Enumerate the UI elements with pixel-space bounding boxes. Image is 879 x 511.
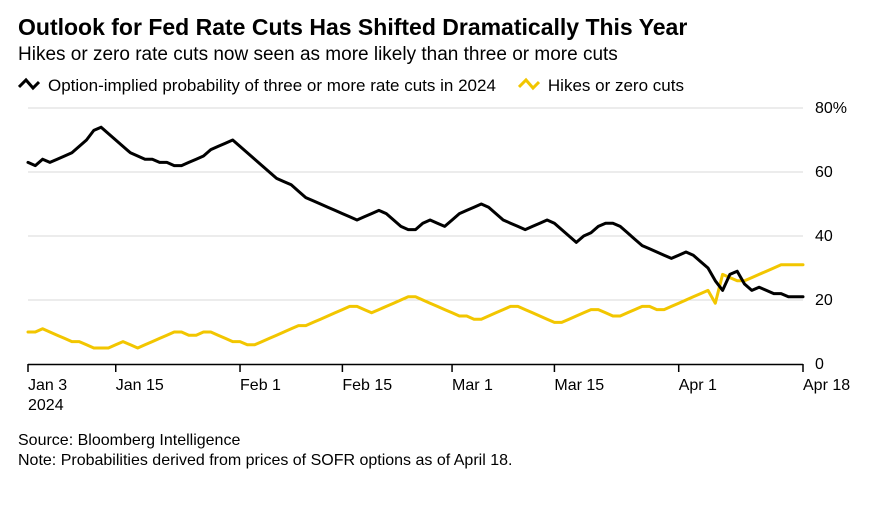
- svg-text:Jan 15: Jan 15: [116, 377, 164, 394]
- svg-text:Apr 18: Apr 18: [803, 377, 850, 394]
- svg-text:60: 60: [815, 164, 833, 181]
- svg-text:40: 40: [815, 228, 833, 245]
- svg-text:Apr 1: Apr 1: [679, 377, 717, 394]
- svg-text:Mar 1: Mar 1: [452, 377, 493, 394]
- svg-text:0: 0: [815, 356, 824, 373]
- legend-swatch-b: [518, 76, 540, 96]
- svg-text:2024: 2024: [28, 397, 64, 414]
- legend: Option-implied probability of three or m…: [18, 76, 861, 96]
- note-text: Note: Probabilities derived from prices …: [18, 452, 861, 470]
- chart-subtitle: Hikes or zero rate cuts now seen as more…: [18, 44, 861, 66]
- legend-label-a: Option-implied probability of three or m…: [48, 76, 496, 96]
- source-text: Source: Bloomberg Intelligence: [18, 432, 861, 450]
- svg-text:Feb 1: Feb 1: [240, 377, 281, 394]
- chart-title: Outlook for Fed Rate Cuts Has Shifted Dr…: [18, 14, 861, 40]
- svg-text:Mar 15: Mar 15: [554, 377, 604, 394]
- svg-text:80%: 80%: [815, 102, 847, 117]
- line-chart: 0 20 40 60 80% Jan 3 2024 Jan 15 Feb 1 Feb 15 Mar …: [18, 102, 861, 422]
- svg-text:20: 20: [815, 292, 833, 309]
- svg-text:Jan 3: Jan 3: [28, 377, 67, 394]
- legend-item-a: Option-implied probability of three or m…: [18, 76, 496, 96]
- svg-text:Feb 15: Feb 15: [342, 377, 392, 394]
- legend-swatch-a: [18, 76, 40, 96]
- legend-item-b: Hikes or zero cuts: [518, 76, 684, 96]
- legend-label-b: Hikes or zero cuts: [548, 76, 684, 96]
